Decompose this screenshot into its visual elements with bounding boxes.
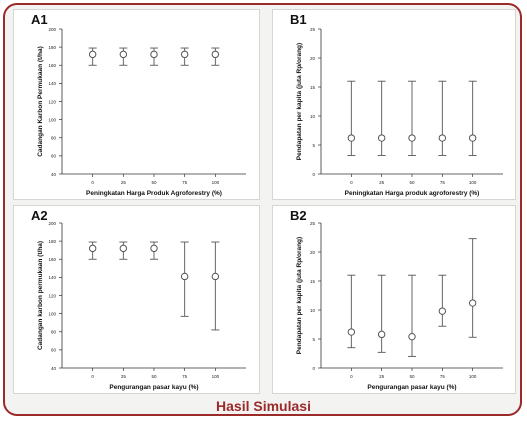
x-tick-label: 0: [350, 180, 353, 185]
panel-label-a1: A1: [31, 12, 48, 27]
x-tick-label: 100: [212, 180, 220, 185]
y-tick-label: 80: [51, 330, 57, 335]
y-tick-label: 160: [48, 63, 56, 68]
y-tick-label: 100: [48, 117, 56, 122]
data-point: [377, 330, 386, 339]
y-tick-label: 140: [48, 81, 56, 86]
x-tick-label: 75: [182, 374, 188, 379]
data-point: [88, 244, 97, 253]
y-tick-label: 200: [48, 221, 56, 226]
y-tick-label: 0: [312, 366, 315, 371]
data-point: [347, 134, 356, 142]
y-tick-label: 160: [48, 257, 56, 262]
data-point: [468, 134, 477, 142]
x-axis-title: Peningkatan Harga Produk Agroforestry (%…: [86, 190, 222, 197]
data-point: [211, 272, 220, 281]
y-axis-title: Cadangan karbon permukaan (t/ha): [37, 241, 44, 350]
x-tick-label: 100: [212, 374, 220, 379]
data-point: [150, 244, 158, 253]
y-tick-label: 100: [48, 311, 56, 316]
x-tick-label: 75: [440, 374, 446, 379]
y-tick-label: 25: [310, 221, 316, 226]
y-tick-label: 15: [310, 279, 316, 284]
y-tick-label: 140: [48, 275, 56, 280]
y-tick-label: 15: [310, 85, 316, 90]
data-point: [408, 134, 416, 142]
y-tick-label: 60: [51, 348, 57, 353]
x-tick-label: 25: [379, 374, 385, 379]
y-tick-label: 5: [312, 337, 315, 342]
x-tick-label: 25: [121, 374, 127, 379]
figure-caption: Hasil Simulasi: [216, 398, 311, 414]
data-point: [211, 50, 220, 59]
data-point: [119, 50, 128, 59]
y-tick-label: 20: [310, 250, 316, 255]
data-point: [468, 299, 477, 307]
panel-a1: A1 40 60 80 100 120 140 160 180 200 0 25 50 75 100 Pen…: [13, 9, 260, 200]
y-tick-label: 200: [48, 27, 56, 32]
y-axis-title: Cadangan Karbon Permukaan (t/ha): [37, 46, 44, 157]
y-tick-label: 60: [51, 154, 57, 159]
chart-b1: 0 5 10 15 20 25 0 25 50 75 100 Peningkatan Harga pr…: [296, 27, 503, 197]
x-tick-label: 50: [151, 180, 157, 185]
x-axis-title: Peningkatan Harga produk agroforestry (%…: [345, 190, 480, 197]
chart-a1: 40 60 80 100 120 140 160 180 200 0 25 50 75 100 Pening…: [37, 27, 246, 197]
data-point: [180, 272, 189, 281]
data-point: [347, 328, 356, 336]
data-point: [88, 50, 97, 59]
x-axis-title: Pengurangan pasar kayu (%): [109, 384, 198, 391]
data-point: [438, 134, 447, 142]
data-point: [438, 307, 447, 315]
y-tick-label: 120: [48, 99, 56, 104]
data-point: [180, 50, 189, 59]
y-tick-label: 10: [310, 114, 316, 119]
panel-b1: B1 0 5 10 15 20 25 0 25 50 75 100 Peningkatan Harga…: [272, 9, 516, 200]
chart-a2: 40 60 80 100 120 140 160 180 200 0 25 50 75 100 Pengur…: [37, 221, 246, 391]
y-tick-label: 5: [312, 143, 315, 148]
y-tick-label: 40: [51, 366, 57, 371]
data-point: [150, 50, 158, 59]
x-tick-label: 0: [91, 374, 94, 379]
y-tick-label: 0: [312, 172, 315, 177]
x-tick-label: 25: [379, 180, 385, 185]
chart-b2: 0 5 10 15 20 25 0 25 50 75 100 Pengurangan pasar ka…: [296, 221, 503, 391]
x-tick-label: 100: [469, 374, 477, 379]
x-tick-label: 75: [182, 180, 188, 185]
x-tick-label: 50: [409, 180, 415, 185]
y-tick-label: 40: [51, 172, 57, 177]
y-tick-label: 20: [310, 56, 316, 61]
y-tick-label: 120: [48, 293, 56, 298]
data-point: [377, 134, 386, 142]
y-tick-label: 180: [48, 45, 56, 50]
x-tick-label: 75: [440, 180, 446, 185]
y-axis-title: Pendapatan per kapita (juta Rp/orang): [296, 237, 303, 354]
panel-a2: A2 40 60 80 100 120 140 160 180 200 0 25 50 75 100 Pen…: [13, 205, 260, 394]
data-point: [119, 244, 128, 253]
x-tick-label: 100: [469, 180, 477, 185]
panel-label-b2: B2: [290, 208, 307, 223]
y-axis-title: Pendapatan per kapita (juta Rp/orang): [296, 43, 303, 160]
x-tick-label: 0: [91, 180, 94, 185]
x-tick-label: 50: [151, 374, 157, 379]
x-tick-label: 25: [121, 180, 127, 185]
panel-label-a2: A2: [31, 208, 48, 223]
x-tick-label: 50: [409, 374, 415, 379]
y-tick-label: 180: [48, 239, 56, 244]
x-axis-title: Pengurangan pasar kayu (%): [367, 384, 456, 391]
y-tick-label: 25: [310, 27, 316, 32]
x-tick-label: 0: [350, 374, 353, 379]
data-point: [408, 332, 416, 341]
panel-label-b1: B1: [290, 12, 307, 27]
y-tick-label: 80: [51, 136, 57, 141]
y-tick-label: 10: [310, 308, 316, 313]
panel-b2: B2 0 5 10 15 20 25 0 25 50 75 100 Pengurangan pasar…: [272, 205, 516, 394]
